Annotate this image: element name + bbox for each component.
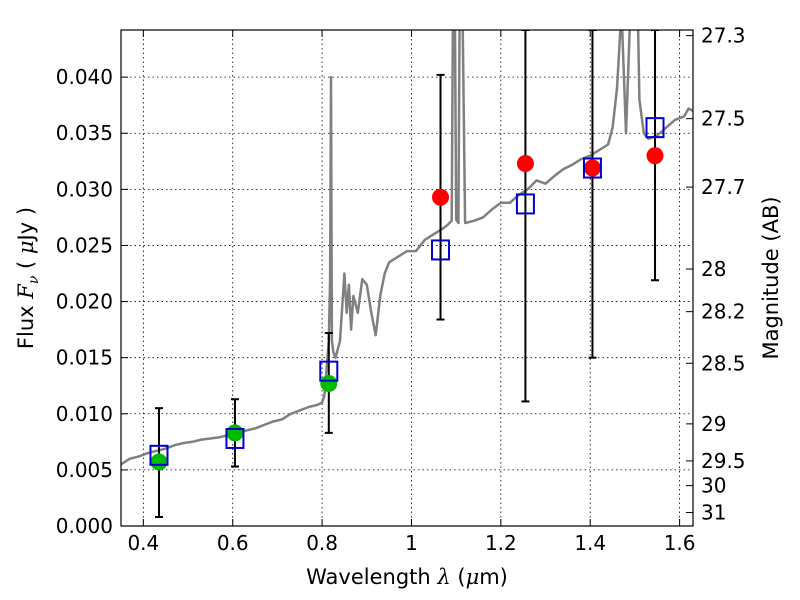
model-point: [225, 427, 245, 449]
right-tick-label: 29: [701, 412, 726, 436]
model-layer: [149, 117, 665, 466]
y-tick-label: 0.005: [56, 458, 113, 482]
x-tick-label: 1.6: [664, 531, 696, 555]
y-axis-title: Flux Fν ( μJy ): [14, 207, 42, 349]
y-tick-label: 0.020: [56, 290, 113, 314]
plot-background: [121, 30, 693, 526]
model-spectrum-line: [121, 30, 693, 466]
observed-layer: [150, 147, 664, 471]
y-tick-label: 0.015: [56, 346, 113, 370]
spectrum-layer: [121, 30, 693, 466]
observed-point: [320, 374, 338, 392]
ticks: 0.4 0.6 0.8 1 1.2 1.4 1.6 0.000 0.005 0.010 0.015 0…: [56, 24, 746, 555]
right-tick-label: 30: [701, 474, 726, 498]
model-point: [319, 360, 339, 382]
x-tick-label: 1.4: [574, 531, 606, 555]
y-tick-label: 0.035: [56, 121, 113, 145]
y-tick-label: 0.040: [56, 65, 113, 89]
y-tick-label: 0.025: [56, 233, 113, 257]
y-tick-label: 0.010: [56, 402, 113, 426]
observed-point: [583, 159, 601, 177]
observed-point: [226, 424, 244, 442]
x-tick-label: 0.6: [217, 531, 249, 555]
x-tick-label: 1.2: [485, 531, 517, 555]
model-point: [431, 239, 451, 261]
observed-point: [432, 188, 450, 206]
observed-point: [646, 147, 664, 165]
right-tick-label: 28.5: [701, 351, 746, 375]
model-point: [645, 117, 665, 139]
model-point: [582, 157, 602, 179]
x-axis-title: Wavelength λ (μm): [306, 565, 508, 589]
right-tick-label: 29.5: [701, 449, 746, 473]
y-tick-label: 0.000: [56, 514, 113, 538]
observed-point: [150, 453, 168, 471]
right-tick-label: 27.7: [701, 175, 746, 199]
model-point: [149, 444, 169, 466]
right-axis-title: Magnitude (AB): [759, 196, 783, 359]
right-tick-label: 27.5: [701, 107, 746, 131]
right-tick-label: 31: [701, 501, 726, 525]
right-tick-label: 28: [701, 257, 726, 281]
model-point: [515, 193, 535, 215]
plot-frame: [120, 29, 694, 527]
y-tick-label: 0.030: [56, 177, 113, 201]
x-tick-label: 0.4: [127, 531, 159, 555]
x-tick-label: 0.8: [306, 531, 338, 555]
right-tick-label: 27.3: [701, 24, 746, 48]
observed-point: [516, 155, 534, 173]
x-tick-label: 1: [405, 531, 418, 555]
right-tick-label: 28.2: [701, 300, 746, 324]
